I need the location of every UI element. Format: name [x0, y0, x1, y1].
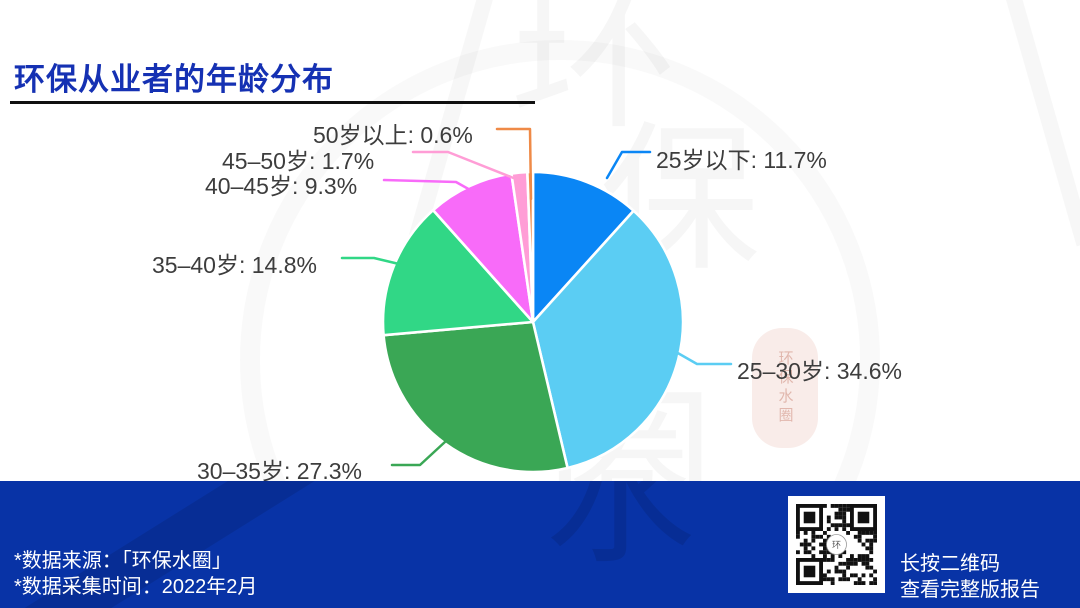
- footer-watermark-char: 水: [545, 481, 696, 585]
- pie-label-25-30: 25–30岁: 34.6%: [737, 358, 902, 384]
- pie-slice-0: [531, 170, 635, 324]
- pie-slice-3: [381, 208, 535, 337]
- leader-line-45-50: [411, 150, 523, 183]
- qr-caption-line1: 长按二维码: [900, 553, 1000, 575]
- leader-line-25-30: [674, 350, 733, 366]
- pie-slice-1: [531, 209, 685, 470]
- pie-slices: [381, 170, 685, 474]
- pie-label-50plus: 50岁以上: 0.6%: [313, 122, 473, 148]
- qr-code-pattern: 环: [796, 504, 877, 585]
- pie-slice-2: [382, 320, 569, 474]
- pie-label-45-50: 45–50岁: 1.7%: [222, 148, 375, 174]
- data-source-line: *数据来源：「环保水圈」: [14, 550, 232, 572]
- leader-line-35-40: [340, 256, 401, 266]
- qr-caption-line2: 查看完整版报告: [900, 579, 1040, 601]
- qr-code: 环: [788, 496, 885, 593]
- footer-bar: 水 *数据来源：「环保水圈」 *数据采集时间：2022年2月 环 长按二维码 查…: [0, 481, 1080, 608]
- pie-label-30-35: 30–35岁: 27.3%: [197, 458, 362, 484]
- page-title: 环保从业者的年龄分布: [14, 62, 334, 97]
- leader-line-30-35: [390, 439, 448, 467]
- leader-line-40-45: [382, 178, 474, 193]
- pie-slice-4: [431, 172, 535, 324]
- leader-line-50plus: [495, 127, 533, 201]
- leader-line-under25: [605, 150, 652, 180]
- data-collect-line: *数据采集时间：2022年2月: [14, 576, 258, 598]
- pie-label-under25: 25岁以下: 11.7%: [656, 147, 827, 173]
- pie-label-40-45: 40–45岁: 9.3%: [205, 173, 358, 199]
- svg-text:环: 环: [832, 540, 841, 550]
- title-underline: [10, 101, 535, 104]
- pie-label-35-40: 35–40岁: 14.8%: [152, 252, 317, 278]
